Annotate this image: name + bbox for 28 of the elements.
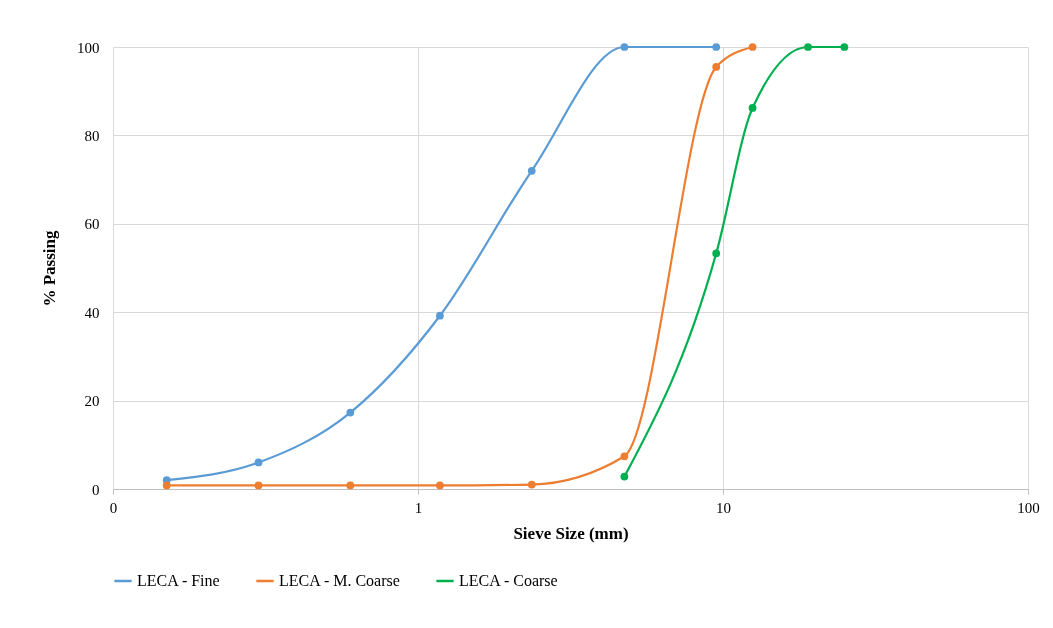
legend-label: LECA - Fine: [137, 572, 220, 589]
point: [620, 43, 629, 51]
y-tick-label: 80: [84, 127, 100, 144]
x-tick-label: 100: [1017, 499, 1040, 516]
legend-label: LECA - Coarse: [459, 572, 558, 589]
y-tick-label: 100: [77, 39, 100, 56]
point: [436, 311, 444, 320]
x-tick-label: 0: [109, 499, 118, 516]
y-tick-label: 20: [84, 393, 100, 410]
point: [346, 408, 355, 417]
point: [527, 480, 536, 489]
point: [346, 481, 355, 490]
point: [436, 481, 444, 490]
y-tick-label: 40: [84, 304, 100, 321]
point: [162, 481, 171, 490]
x-tick-label: 1: [414, 499, 423, 516]
y-tick-label: 0: [92, 481, 100, 498]
point: [712, 63, 721, 71]
x-axis-title: Sieve Size (mm): [513, 523, 629, 543]
y-axis-title: % Passing: [40, 229, 59, 307]
legend-label: LECA - M. Coarse: [279, 572, 400, 589]
point: [712, 43, 721, 51]
point: [254, 481, 263, 490]
point: [254, 458, 263, 467]
x-tick-label: 10: [716, 499, 731, 516]
y-tick-label: 60: [84, 216, 100, 233]
point: [620, 452, 629, 461]
point: [527, 166, 536, 175]
